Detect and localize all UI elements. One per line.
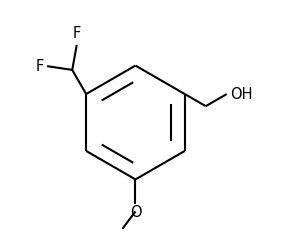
Text: OH: OH — [230, 86, 252, 101]
Text: O: O — [130, 205, 141, 220]
Text: F: F — [36, 59, 44, 74]
Text: F: F — [73, 26, 81, 41]
